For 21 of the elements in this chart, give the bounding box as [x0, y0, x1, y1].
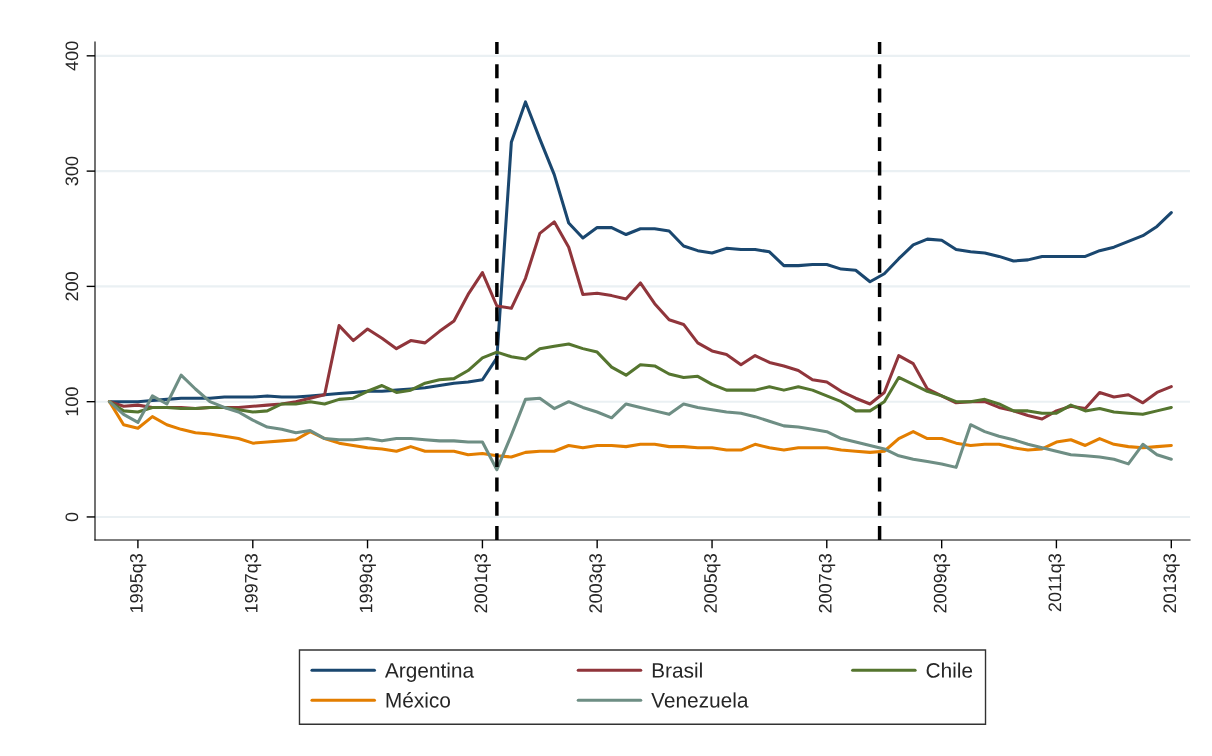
y-tick-label: 400	[65, 41, 79, 71]
x-tick-label: 1995q3	[129, 553, 147, 613]
y-tick-label: 300	[65, 156, 79, 186]
x-tick-label: 2001q3	[474, 553, 491, 613]
legend-label: Chile	[926, 662, 973, 678]
y-tick-label: 200	[65, 272, 79, 301]
legend-label: Venezuela	[651, 692, 749, 708]
legend-label: Argentina	[384, 662, 475, 682]
legend-label: México	[386, 692, 451, 708]
y-tick-label: 100	[65, 387, 79, 416]
legend-label: Brasil	[652, 662, 702, 678]
x-tick-label: 1997q3	[244, 553, 262, 613]
x-tick-label: 2003q3	[589, 553, 606, 613]
x-tick-label: 2013q3	[1163, 553, 1180, 613]
line-series	[107, 373, 1173, 472]
x-tick-label: 2009q3	[933, 553, 951, 613]
y-tick-label: 0	[65, 512, 79, 522]
x-tick-label: 2007q3	[818, 553, 836, 613]
x-tick-label: 1999q3	[359, 553, 376, 613]
x-tick-label: 2005q3	[704, 553, 721, 613]
x-tick-label: 2011q3	[1048, 553, 1065, 612]
